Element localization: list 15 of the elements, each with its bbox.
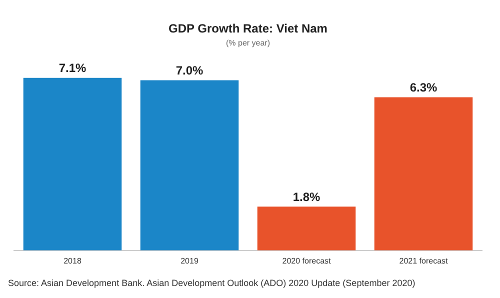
x-tick-label: 2019 [180, 256, 199, 266]
chart-subtitle: (% per year) [226, 38, 270, 48]
data-label: 7.0% [176, 64, 204, 78]
bar [374, 97, 473, 250]
bar [140, 80, 239, 250]
data-label: 1.8% [292, 190, 320, 204]
x-tick-label: 2020 forecast [282, 256, 332, 266]
bar [23, 78, 122, 250]
x-tick-label: 2018 [64, 256, 82, 266]
source-note: Source: Asian Development Bank. Asian Development Outlook (ADO) 2020 Update (September 2020) [8, 278, 416, 288]
bar [257, 206, 356, 250]
x-tick-label: 2021 forecast [399, 256, 449, 266]
data-label: 7.1% [58, 61, 86, 76]
chart-title: GDP Growth Rate: Viet Nam [168, 22, 328, 36]
data-label: 6.3% [410, 80, 438, 95]
